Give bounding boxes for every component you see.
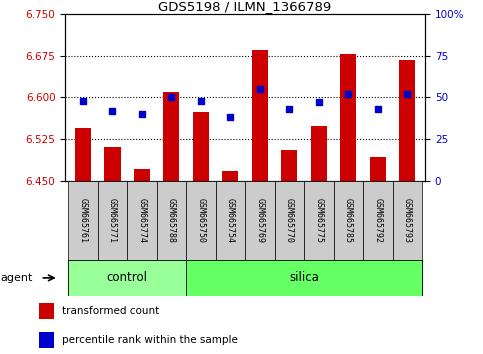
Bar <box>39 332 54 348</box>
Bar <box>281 150 298 181</box>
Text: GSM665792: GSM665792 <box>373 198 383 243</box>
Bar <box>39 303 54 319</box>
Bar <box>393 181 422 260</box>
Text: transformed count: transformed count <box>62 306 159 316</box>
Bar <box>311 126 327 181</box>
Bar <box>68 260 186 296</box>
Bar <box>75 128 91 181</box>
Text: GSM665754: GSM665754 <box>226 198 235 243</box>
Text: GSM665788: GSM665788 <box>167 198 176 243</box>
Bar <box>334 181 363 260</box>
Text: percentile rank within the sample: percentile rank within the sample <box>62 335 238 345</box>
Bar <box>252 50 268 181</box>
Bar <box>245 181 275 260</box>
Bar <box>68 181 98 260</box>
Bar <box>370 157 386 181</box>
Bar <box>134 170 150 181</box>
Bar <box>363 181 393 260</box>
Text: GSM665750: GSM665750 <box>197 198 205 243</box>
Bar <box>104 147 120 181</box>
Text: silica: silica <box>289 272 319 284</box>
Text: GSM665769: GSM665769 <box>256 198 264 243</box>
Text: GSM665785: GSM665785 <box>344 198 353 243</box>
Text: GSM665771: GSM665771 <box>108 198 117 243</box>
Text: agent: agent <box>0 273 32 283</box>
Bar <box>275 181 304 260</box>
Bar <box>222 171 239 181</box>
Bar <box>340 54 356 181</box>
Text: GSM665793: GSM665793 <box>403 198 412 243</box>
Bar <box>163 92 180 181</box>
Bar <box>304 181 334 260</box>
Bar <box>193 112 209 181</box>
Bar <box>127 181 156 260</box>
Bar <box>186 181 215 260</box>
Bar <box>186 260 422 296</box>
Bar <box>98 181 127 260</box>
Text: GSM665775: GSM665775 <box>314 198 323 243</box>
Text: GSM665774: GSM665774 <box>137 198 146 243</box>
Text: control: control <box>107 272 148 284</box>
Title: GDS5198 / ILMN_1366789: GDS5198 / ILMN_1366789 <box>158 0 332 13</box>
Text: GSM665761: GSM665761 <box>78 198 87 243</box>
Bar <box>399 59 415 181</box>
Bar <box>156 181 186 260</box>
Bar <box>215 181 245 260</box>
Text: GSM665770: GSM665770 <box>285 198 294 243</box>
